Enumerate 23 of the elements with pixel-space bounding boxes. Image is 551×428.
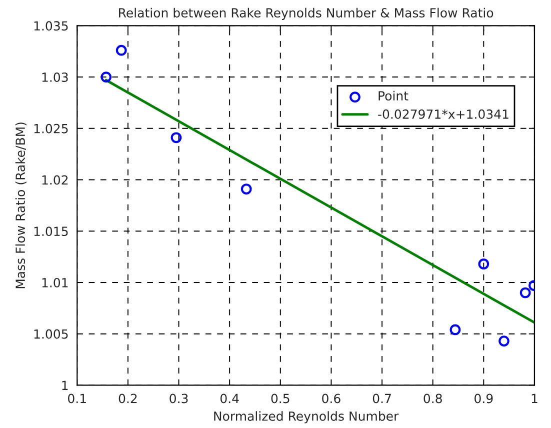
y-tick-label: 1 bbox=[62, 380, 68, 390]
y-tick-label: 1.02 bbox=[42, 175, 68, 185]
x-axis-title: Normalized Reynolds Number bbox=[214, 411, 399, 424]
x-tick-label: 1 bbox=[532, 394, 538, 404]
legend-label: -0.027971*x+1.0341 bbox=[378, 109, 508, 119]
x-tick-label: 0.8 bbox=[424, 394, 442, 404]
x-tick-label: 0.9 bbox=[474, 394, 493, 404]
legend-label: Point bbox=[378, 90, 408, 101]
x-tick-label: 0.3 bbox=[170, 394, 188, 404]
x-tick-label: 0.4 bbox=[220, 394, 239, 404]
y-axis-title: Mass Flow Ratio (Rake/BM) bbox=[15, 122, 27, 288]
y-tick-label: 1.035 bbox=[34, 21, 68, 31]
x-tick-label: 0.1 bbox=[68, 394, 86, 404]
x-tick-label: 0.6 bbox=[322, 394, 340, 404]
x-tick-label: 0.7 bbox=[372, 394, 391, 404]
y-tick-label: 1.025 bbox=[34, 124, 68, 134]
y-tick-label: 1.005 bbox=[34, 329, 68, 339]
x-tick-label: 0.2 bbox=[118, 394, 137, 404]
y-tick-label: 1.015 bbox=[34, 226, 68, 236]
x-tick-label: 0.5 bbox=[271, 394, 290, 404]
y-tick-label: 1.03 bbox=[42, 72, 68, 82]
chart-title: Relation between Rake Reynolds Number & Mass Flow Ratio bbox=[119, 8, 494, 20]
y-tick-label: 1.01 bbox=[42, 278, 68, 288]
